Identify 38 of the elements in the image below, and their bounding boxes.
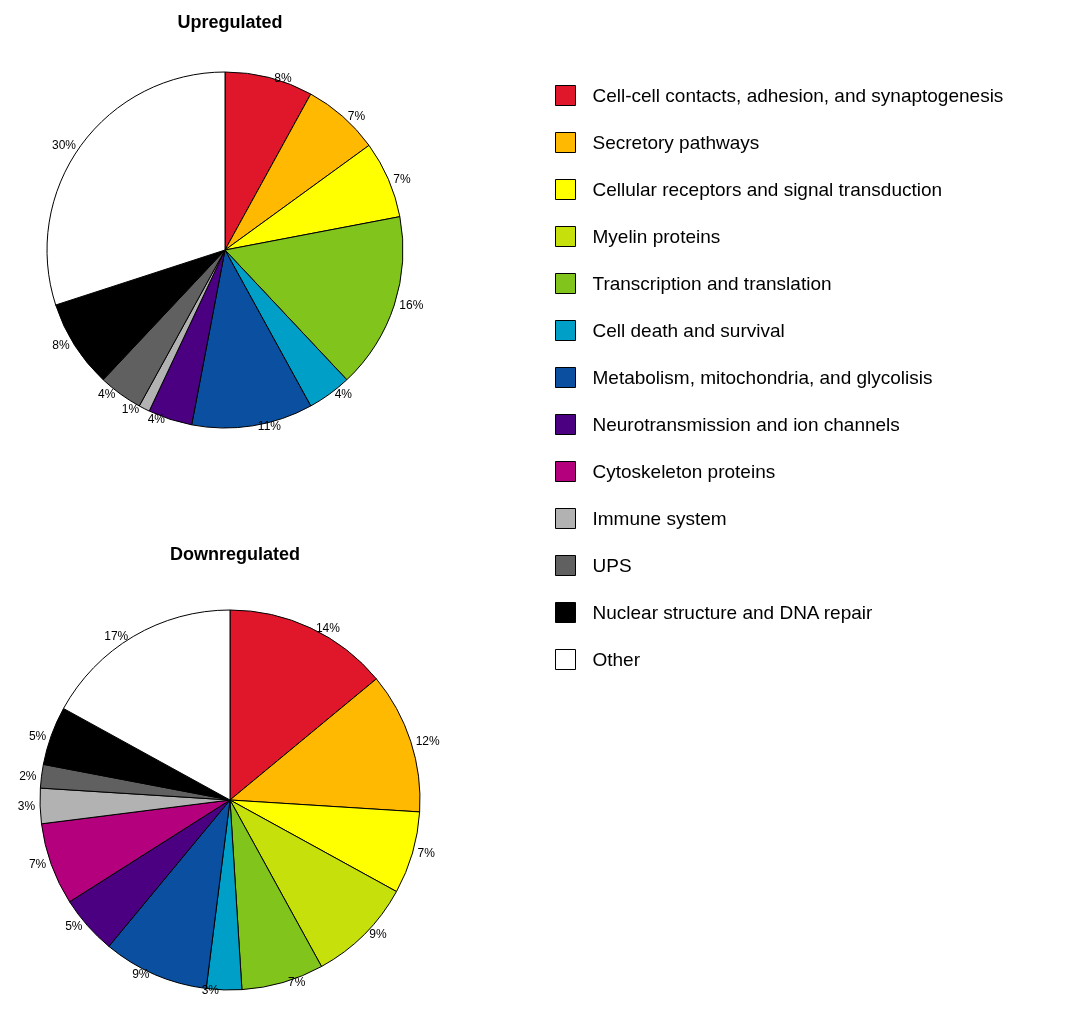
- legend-label: Cytoskeleton proteins: [592, 461, 776, 482]
- legend-label: Nuclear structure and DNA repair: [592, 602, 874, 623]
- legend-label: Cell-cell contacts, adhesion, and synaptogenesis: [592, 85, 1004, 106]
- data-label: 4%: [334, 387, 353, 402]
- data-label: 2%: [19, 769, 37, 784]
- legend-label: Cell death and survival: [592, 320, 785, 341]
- data-label: 11%: [257, 418, 282, 433]
- data-label: 9%: [369, 927, 388, 942]
- data-label: 5%: [28, 728, 47, 743]
- data-label: 7%: [393, 172, 412, 187]
- legend-label: Transcription and translation: [592, 273, 832, 294]
- data-label: 4%: [147, 412, 166, 427]
- data-label: 17%: [104, 629, 129, 644]
- slice-label: Upregulated: [177, 12, 283, 32]
- data-label: 8%: [52, 338, 71, 353]
- data-label: 3%: [17, 798, 36, 813]
- data-label: 7%: [347, 109, 366, 124]
- data-label: 1%: [121, 401, 140, 416]
- data-label: 30%: [51, 138, 77, 153]
- data-label: 7%: [28, 857, 47, 872]
- legend-label: UPS: [592, 555, 632, 576]
- data-label: 8%: [274, 70, 292, 85]
- legend-label: Metabolism, mitochondria, and glycolisis: [592, 367, 933, 388]
- legend-label: Neurotransmission and ion channels: [592, 414, 900, 435]
- data-label: 9%: [132, 967, 150, 982]
- legend-label: Immune system: [592, 508, 727, 529]
- data-label: 12%: [415, 734, 441, 749]
- data-label: 16%: [399, 298, 424, 313]
- legend-label: Other: [592, 649, 641, 670]
- data-label: 7%: [288, 975, 306, 990]
- data-label: 7%: [417, 846, 436, 861]
- slice-label: Downregulated: [169, 544, 301, 564]
- data-label: 14%: [315, 621, 341, 636]
- data-label: 5%: [65, 918, 83, 933]
- data-label: 4%: [98, 387, 116, 402]
- legend-label: Cellular receptors and signal transduction: [592, 179, 943, 200]
- legend-label: Myelin proteins: [592, 226, 721, 247]
- legend-label: Secretory pathways: [592, 132, 760, 153]
